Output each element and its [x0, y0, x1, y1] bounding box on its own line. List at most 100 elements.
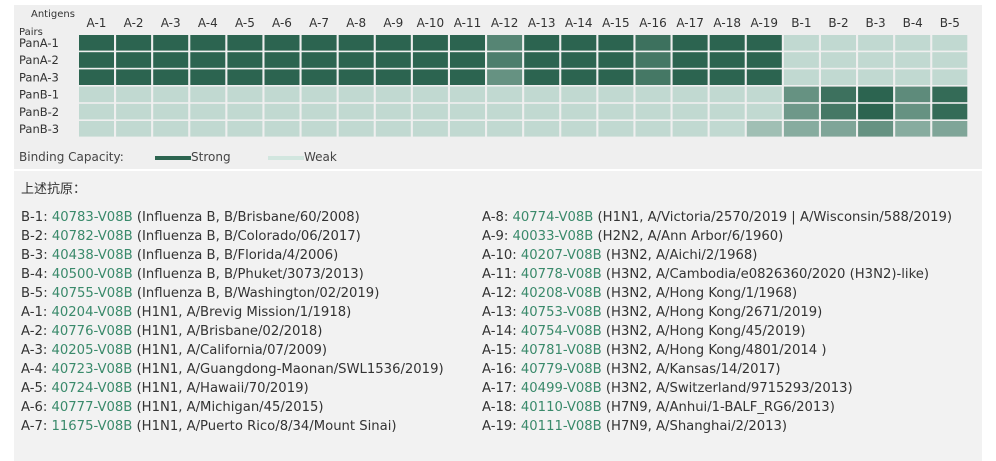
antigen-code[interactable]: 40110-V08B: [520, 400, 602, 415]
antigen-description: (H1N1, A/Puerto Rico/8/34/Mount Sinai): [132, 419, 397, 434]
heatmap-cell: [116, 103, 152, 120]
heatmap-cell: [821, 103, 856, 120]
heatmap-cell: [598, 86, 634, 103]
antigen-entry: B-1: 40783-V08B (Influenza B, B/Brisbane…: [21, 208, 444, 227]
antigen-code[interactable]: 40205-V08B: [51, 343, 133, 358]
heatmap-cell: [895, 121, 931, 137]
antigen-code[interactable]: 40777-V08B: [51, 400, 133, 415]
antigen-code[interactable]: 40755-V08B: [51, 286, 133, 301]
heatmap-cell: [821, 121, 856, 137]
legend-title: Binding Capacity:: [19, 150, 124, 164]
antigen-id: A-17:: [482, 381, 521, 396]
heatmap-cell: [375, 69, 411, 85]
antigen-description: (Influenza B, B/Florida/4/2006): [132, 248, 339, 263]
heatmap-cell: [301, 35, 337, 51]
column-label-a-17: A-17: [676, 16, 704, 30]
antigen-description: (H1N1, A/Brevig Mission/1/1918): [132, 305, 352, 320]
heatmap-cell: [375, 103, 411, 120]
column-label-a-19: A-19: [751, 16, 779, 30]
column-label-a-6: A-6: [272, 16, 292, 30]
antigen-code[interactable]: 40754-V08B: [520, 324, 602, 339]
antigen-description: (Influenza B, B/Colorado/06/2017): [132, 229, 361, 244]
column-label-b-5: B-5: [940, 16, 960, 30]
heatmap-cell: [635, 86, 671, 103]
antigen-code[interactable]: 40782-V08B: [51, 229, 133, 244]
antigen-description: (H3N2, A/Hong Kong/4801/2014 ): [601, 343, 827, 358]
heatmap-cell: [79, 35, 114, 51]
heatmap-cell: [264, 103, 300, 120]
heatmap-cell: [301, 103, 337, 120]
antigen-id: B-1:: [21, 210, 52, 225]
antigen-description: (H3N2, A/Kansas/14/2017): [601, 362, 781, 377]
column-label-a-18: A-18: [713, 16, 741, 30]
antigen-id: A-3:: [21, 343, 52, 358]
column-label-a-12: A-12: [491, 16, 519, 30]
antigen-code[interactable]: 40776-V08B: [51, 324, 133, 339]
heatmap-cell: [79, 52, 114, 68]
heatmap-cell: [264, 35, 300, 51]
heatmap-cell: [635, 103, 671, 120]
heatmap-cell: [672, 69, 708, 85]
heatmap-cell: [709, 103, 745, 120]
antigen-description: (H7N9, A/Anhui/1-BALF_RG6/2013): [601, 400, 835, 415]
antigen-code[interactable]: 40500-V08B: [51, 267, 133, 282]
antigen-description: (H3N2, A/Hong Kong/2671/2019): [601, 305, 823, 320]
antigen-code[interactable]: 40778-V08B: [520, 267, 602, 282]
heatmap-cell: [190, 52, 226, 68]
antigen-id: A-7:: [21, 419, 52, 434]
antigen-code[interactable]: 40779-V08B: [520, 362, 602, 377]
antigen-code[interactable]: 40111-V08B: [520, 419, 602, 434]
heatmap-cell: [709, 69, 745, 85]
antigen-code[interactable]: 40438-V08B: [51, 248, 133, 263]
antigen-code[interactable]: 40723-V08B: [51, 362, 133, 377]
antigen-code[interactable]: 40724-V08B: [51, 381, 133, 396]
heatmap-cell: [264, 121, 300, 137]
column-label-a-7: A-7: [309, 16, 329, 30]
column-label-b-1: B-1: [791, 16, 811, 30]
heatmap-cell: [561, 103, 597, 120]
antigen-description: (Influenza B, B/Washington/02/2019): [132, 286, 380, 301]
x-axis-label: Antigens: [31, 9, 75, 20]
antigen-description: (H3N2, A/Aichi/2/1968): [601, 248, 758, 263]
heatmap-cell: [895, 86, 931, 103]
antigen-entry: A-1: 40204-V08B (H1N1, A/Brevig Mission/…: [21, 303, 444, 322]
antigen-id: A-5:: [21, 381, 52, 396]
heatmap-cell: [450, 69, 485, 85]
antigen-id: A-11:: [482, 267, 521, 282]
antigen-id: A-16:: [482, 362, 521, 377]
antigen-code[interactable]: 40208-V08B: [520, 286, 602, 301]
heatmap-cell: [858, 52, 894, 68]
heatmap-cell: [79, 86, 114, 103]
legend-label-strong: Strong: [191, 150, 231, 164]
antigen-code[interactable]: 40753-V08B: [520, 305, 602, 320]
antigen-code[interactable]: 40033-V08B: [512, 229, 594, 244]
antigen-code[interactable]: 40781-V08B: [520, 343, 602, 358]
heatmap-cell: [709, 121, 745, 137]
heatmap-cell: [79, 69, 114, 85]
y-axis-label: Pairs: [19, 27, 43, 38]
legend-swatch-weak: [268, 156, 304, 160]
heatmap-cell: [746, 103, 782, 120]
antigen-id: B-4:: [21, 267, 52, 282]
antigen-code[interactable]: 40783-V08B: [51, 210, 133, 225]
antigen-id: A-18:: [482, 400, 521, 415]
heatmap-cell: [338, 121, 374, 137]
heatmap-cell: [561, 35, 597, 51]
heatmap-cell: [561, 69, 597, 85]
antigen-code[interactable]: 40204-V08B: [51, 305, 133, 320]
antigen-id: A-1:: [21, 305, 52, 320]
heatmap-cell: [412, 103, 448, 120]
column-label-a-16: A-16: [639, 16, 667, 30]
heatmap-cell: [116, 52, 152, 68]
antigen-code[interactable]: 11675-V08B: [51, 419, 133, 434]
antigen-code[interactable]: 40499-V08B: [520, 381, 602, 396]
row-label-pana-1: PanA-1: [19, 36, 59, 50]
heatmap-cell: [338, 86, 374, 103]
antigen-code[interactable]: 40774-V08B: [512, 210, 594, 225]
heatmap-cell: [116, 35, 152, 51]
antigen-entry: A-15: 40781-V08B (H3N2, A/Hong Kong/4801…: [482, 341, 952, 360]
heatmap-cell: [153, 86, 189, 103]
heatmap-cell: [672, 86, 708, 103]
antigen-code[interactable]: 40207-V08B: [520, 248, 602, 263]
legend-swatch-strong: [155, 156, 191, 160]
